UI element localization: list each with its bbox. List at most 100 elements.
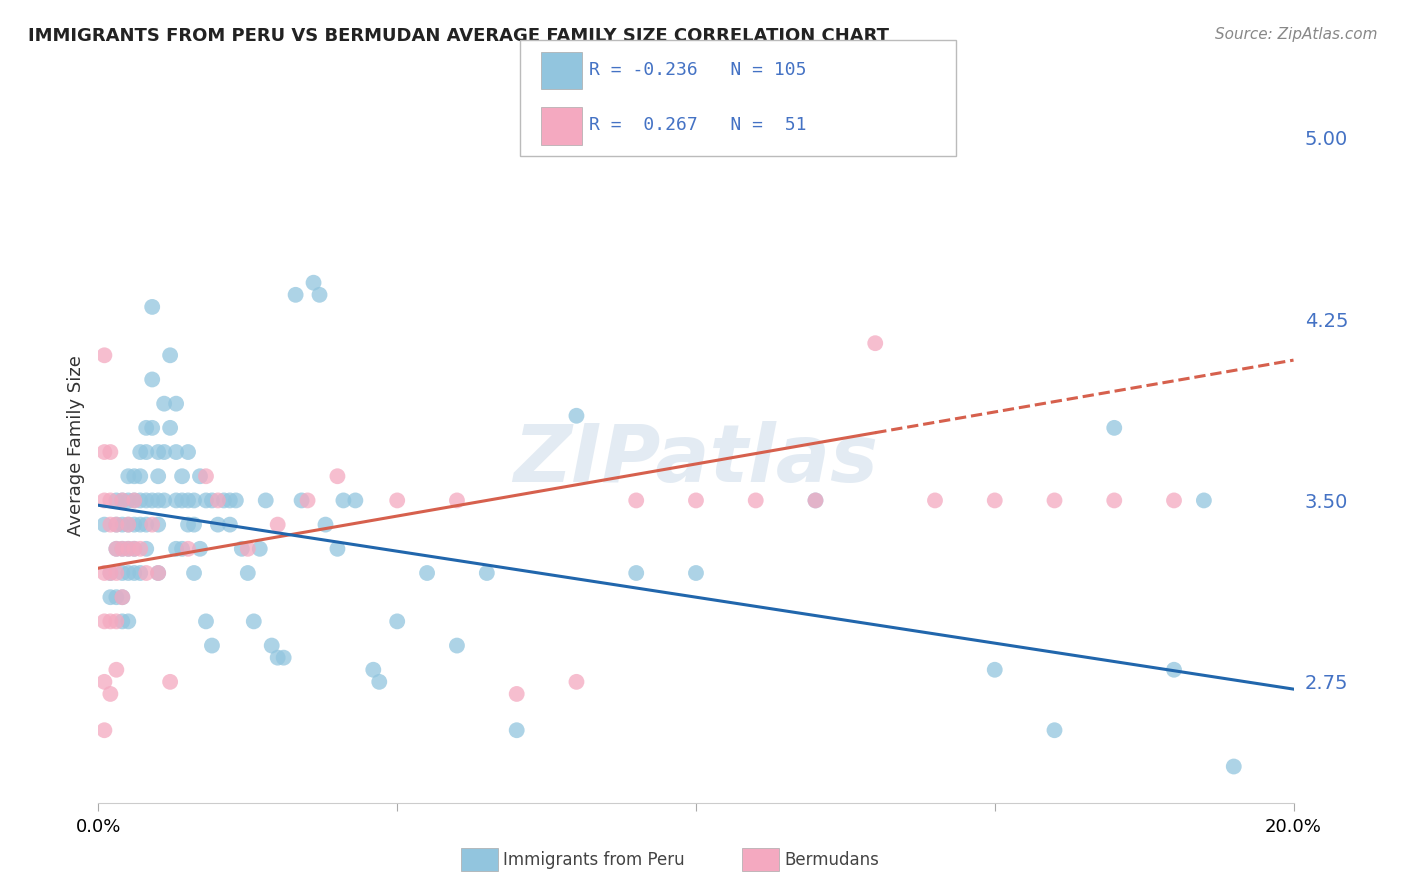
Point [148, 517, 170, 532]
Point [172, 493, 194, 508]
Point [1104, 421, 1126, 435]
Point [93, 723, 115, 738]
Point [804, 493, 827, 508]
Text: IMMIGRANTS FROM PERU VS BERMUDAN AVERAGE FAMILY SIZE CORRELATION CHART: IMMIGRANTS FROM PERU VS BERMUDAN AVERAGE… [28, 27, 889, 45]
Point [124, 517, 146, 532]
Point [984, 663, 1007, 677]
Point [148, 445, 170, 459]
Point [1192, 493, 1215, 508]
Point [153, 493, 176, 508]
Point [165, 493, 187, 508]
Text: R =  0.267   N =  51: R = 0.267 N = 51 [589, 116, 807, 134]
Point [100, 517, 122, 532]
Point [100, 493, 122, 508]
Text: Bermudans: Bermudans [785, 851, 879, 869]
Point [172, 541, 194, 556]
Point [267, 650, 290, 665]
Point [148, 566, 170, 580]
Point [326, 469, 349, 483]
Point [865, 336, 887, 351]
Point [111, 615, 134, 629]
Point [1163, 493, 1185, 508]
Point [284, 288, 307, 302]
Point [685, 566, 707, 580]
Point [308, 288, 330, 302]
Point [177, 445, 200, 459]
Point [363, 663, 385, 677]
Point [183, 493, 205, 508]
Point [148, 566, 170, 580]
Point [141, 372, 163, 386]
Point [297, 493, 319, 508]
Point [188, 541, 211, 556]
Point [219, 517, 242, 532]
Point [141, 300, 163, 314]
Point [565, 674, 588, 689]
Point [135, 445, 157, 459]
Point [207, 517, 229, 532]
Point [291, 493, 314, 508]
Point [231, 541, 253, 556]
Point [446, 639, 468, 653]
Point [129, 445, 152, 459]
Point [105, 566, 128, 580]
Point [105, 493, 128, 508]
Point [159, 348, 181, 362]
Point [385, 493, 409, 508]
Point [195, 493, 218, 508]
Point [100, 566, 122, 580]
Point [124, 493, 146, 508]
Point [93, 493, 115, 508]
Point [100, 615, 122, 629]
Point [188, 469, 211, 483]
Point [446, 493, 468, 508]
Point [117, 541, 139, 556]
Point [1043, 723, 1066, 738]
Point [141, 517, 163, 532]
Point [368, 674, 391, 689]
Point [100, 687, 122, 701]
Point [105, 615, 128, 629]
Y-axis label: Average Family Size: Average Family Size [66, 356, 84, 536]
Point [117, 517, 139, 532]
Point [141, 493, 163, 508]
Point [124, 493, 146, 508]
Point [165, 445, 187, 459]
Point [506, 723, 529, 738]
Point [195, 469, 218, 483]
Point [332, 493, 354, 508]
Point [201, 493, 224, 508]
Point [416, 566, 439, 580]
Point [129, 517, 152, 532]
Point [565, 409, 588, 423]
Text: ZIPatlas: ZIPatlas [513, 421, 879, 500]
Point [129, 541, 152, 556]
Point [385, 615, 409, 629]
Point [111, 517, 134, 532]
Point [201, 639, 224, 653]
Point [111, 493, 134, 508]
Point [685, 493, 707, 508]
Point [105, 663, 128, 677]
Point [129, 469, 152, 483]
Point [148, 469, 170, 483]
Point [117, 517, 139, 532]
Point [165, 397, 187, 411]
Point [249, 541, 271, 556]
Point [804, 493, 827, 508]
Point [159, 674, 181, 689]
Point [117, 493, 139, 508]
Point [315, 517, 337, 532]
Point [626, 493, 648, 508]
Point [236, 566, 259, 580]
Point [225, 493, 247, 508]
Point [344, 493, 367, 508]
Point [243, 615, 266, 629]
Point [267, 517, 290, 532]
Point [111, 493, 134, 508]
Point [93, 566, 115, 580]
Point [177, 541, 200, 556]
Point [924, 493, 946, 508]
Text: Source: ZipAtlas.com: Source: ZipAtlas.com [1215, 27, 1378, 42]
Point [105, 517, 128, 532]
